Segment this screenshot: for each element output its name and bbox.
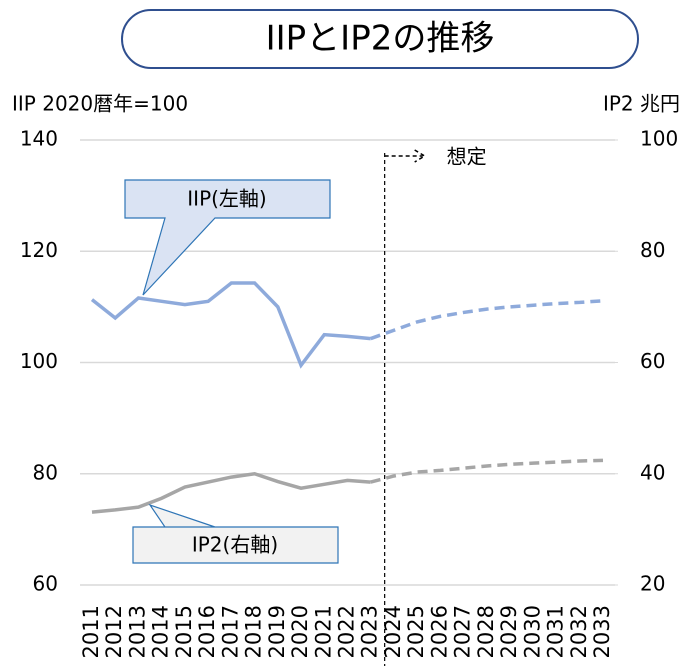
y-tick-label: 100 — [20, 349, 58, 373]
x-tick-label: 2016 — [195, 605, 219, 658]
legend-label: IP2(右軸) — [192, 533, 278, 557]
y-tick-label: 60 — [33, 572, 58, 596]
x-tick-label: 2020 — [288, 605, 312, 658]
x-tick-label: 2013 — [125, 605, 149, 658]
callout — [132, 503, 339, 564]
y-axis-label: IIP 2020暦年=100 — [12, 92, 188, 116]
y2-tick-label: 100 — [640, 127, 678, 151]
x-tick-label: 2027 — [451, 605, 475, 658]
x-tick-label: 2021 — [311, 605, 335, 658]
annotation: 想定 — [447, 145, 487, 169]
x-tick-label: 2023 — [358, 605, 382, 658]
y2-axis-label: IP2 兆円 — [603, 92, 680, 116]
x-tick-label: 2018 — [242, 605, 266, 658]
series-line — [370, 299, 604, 341]
x-tick-label: 2019 — [265, 605, 289, 658]
x-tick-label: 2033 — [590, 605, 614, 658]
series-line — [370, 458, 604, 484]
x-tick-label: 2022 — [335, 605, 359, 658]
y2-tick-label: 20 — [640, 572, 665, 596]
x-tick-label: 2029 — [497, 605, 521, 658]
x-tick-label: 2026 — [427, 605, 451, 658]
x-tick-label: 2030 — [520, 605, 544, 658]
legend-label: IIP(左軸) — [187, 187, 266, 211]
x-tick-label: 2017 — [218, 605, 242, 658]
callout — [124, 179, 331, 296]
x-tick-label: 2014 — [149, 605, 173, 658]
x-tick-label: 2028 — [474, 605, 498, 658]
chart-title: IIPとIP2の推移 — [266, 19, 495, 59]
y-tick-label: 120 — [20, 238, 58, 262]
x-tick-label: 2031 — [544, 605, 568, 658]
x-tick-label: 2032 — [567, 605, 591, 658]
x-tick-label: 2025 — [404, 605, 428, 658]
series-line — [90, 281, 371, 369]
y2-tick-label: 80 — [640, 238, 665, 262]
title-box — [121, 9, 639, 69]
y2-tick-label: 60 — [640, 349, 665, 373]
y-tick-label: 80 — [33, 460, 58, 484]
forecast-arrow — [384, 149, 427, 163]
y-tick-label: 140 — [20, 127, 58, 151]
x-tick-label: 2015 — [172, 605, 196, 658]
x-tick-label: 2012 — [102, 605, 126, 658]
x-tick-label: 2011 — [79, 605, 103, 658]
y2-tick-label: 40 — [640, 460, 665, 484]
series-line — [91, 471, 371, 514]
